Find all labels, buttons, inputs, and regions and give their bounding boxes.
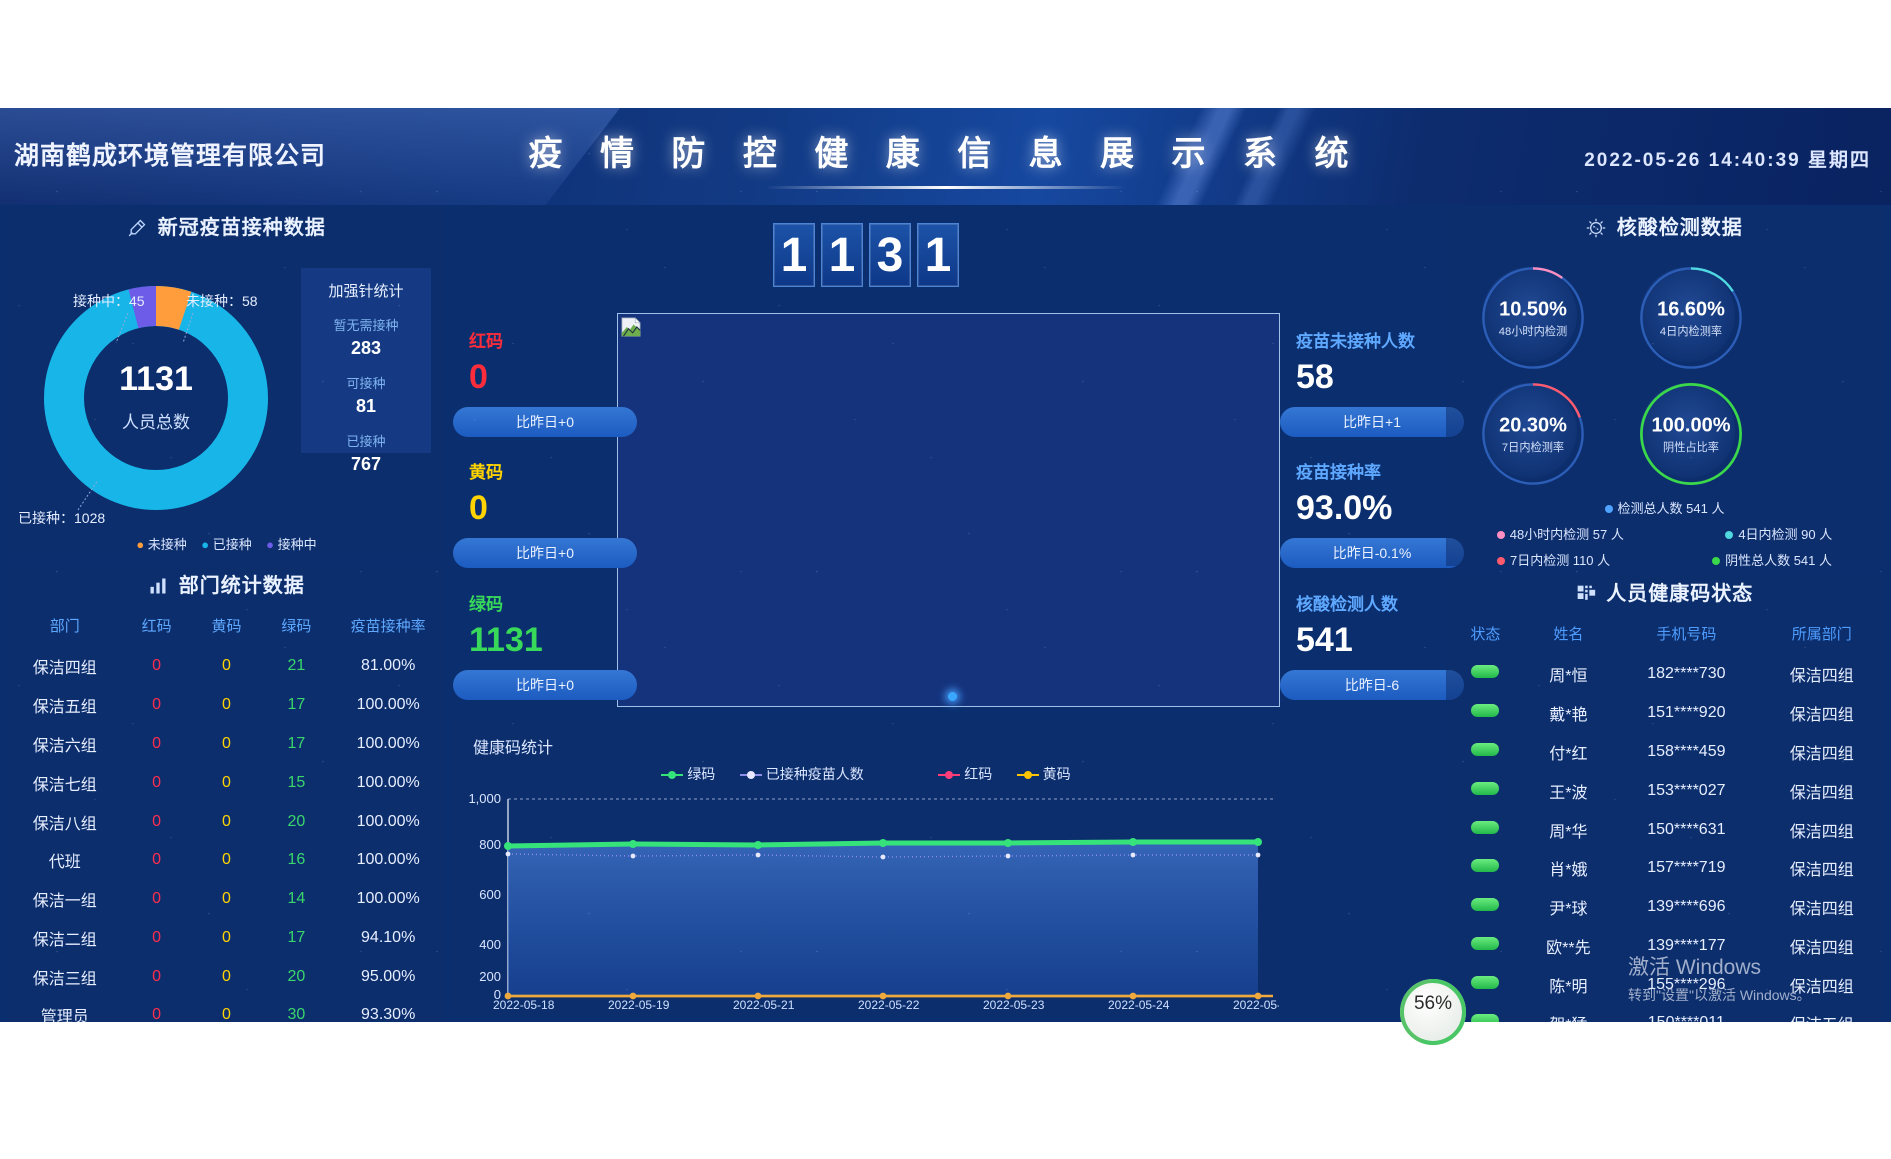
svg-text:10.50%: 10.50%: [1499, 299, 1567, 321]
svg-text:100.00%: 100.00%: [1652, 415, 1731, 437]
svg-text:4日内检测率: 4日内检测率: [1660, 324, 1722, 338]
svg-text:1131: 1131: [119, 360, 193, 398]
svg-text:48小时内检测: 48小时内检测: [1499, 324, 1567, 338]
svg-text:20.30%: 20.30%: [1499, 415, 1567, 437]
svg-text:16.60%: 16.60%: [1657, 299, 1725, 321]
svg-text:已接种：1028: 已接种：1028: [18, 510, 105, 526]
svg-text:2022-05-2: 2022-05-2: [1233, 998, 1279, 1009]
svg-text:2022-05-23: 2022-05-23: [983, 998, 1045, 1009]
svg-text:800: 800: [479, 837, 501, 852]
svg-text:2022-05-18: 2022-05-18: [493, 998, 555, 1009]
svg-text:阴性占比率: 阴性占比率: [1663, 440, 1719, 454]
svg-text:接种中：45: 接种中：45: [73, 293, 145, 309]
svg-text:人员总数: 人员总数: [122, 413, 190, 432]
svg-text:1,000: 1,000: [468, 791, 501, 806]
svg-text:600: 600: [479, 887, 501, 902]
svg-text:2022-05-24: 2022-05-24: [1108, 998, 1170, 1009]
svg-text:200: 200: [479, 969, 501, 984]
svg-text:400: 400: [479, 937, 501, 952]
svg-text:7日内检测率: 7日内检测率: [1502, 440, 1564, 454]
svg-text:2022-05-19: 2022-05-19: [608, 998, 670, 1009]
svg-text:未接种：58: 未接种：58: [186, 293, 258, 309]
svg-text:2022-05-21: 2022-05-21: [733, 998, 795, 1009]
svg-text:2022-05-22: 2022-05-22: [858, 998, 920, 1009]
